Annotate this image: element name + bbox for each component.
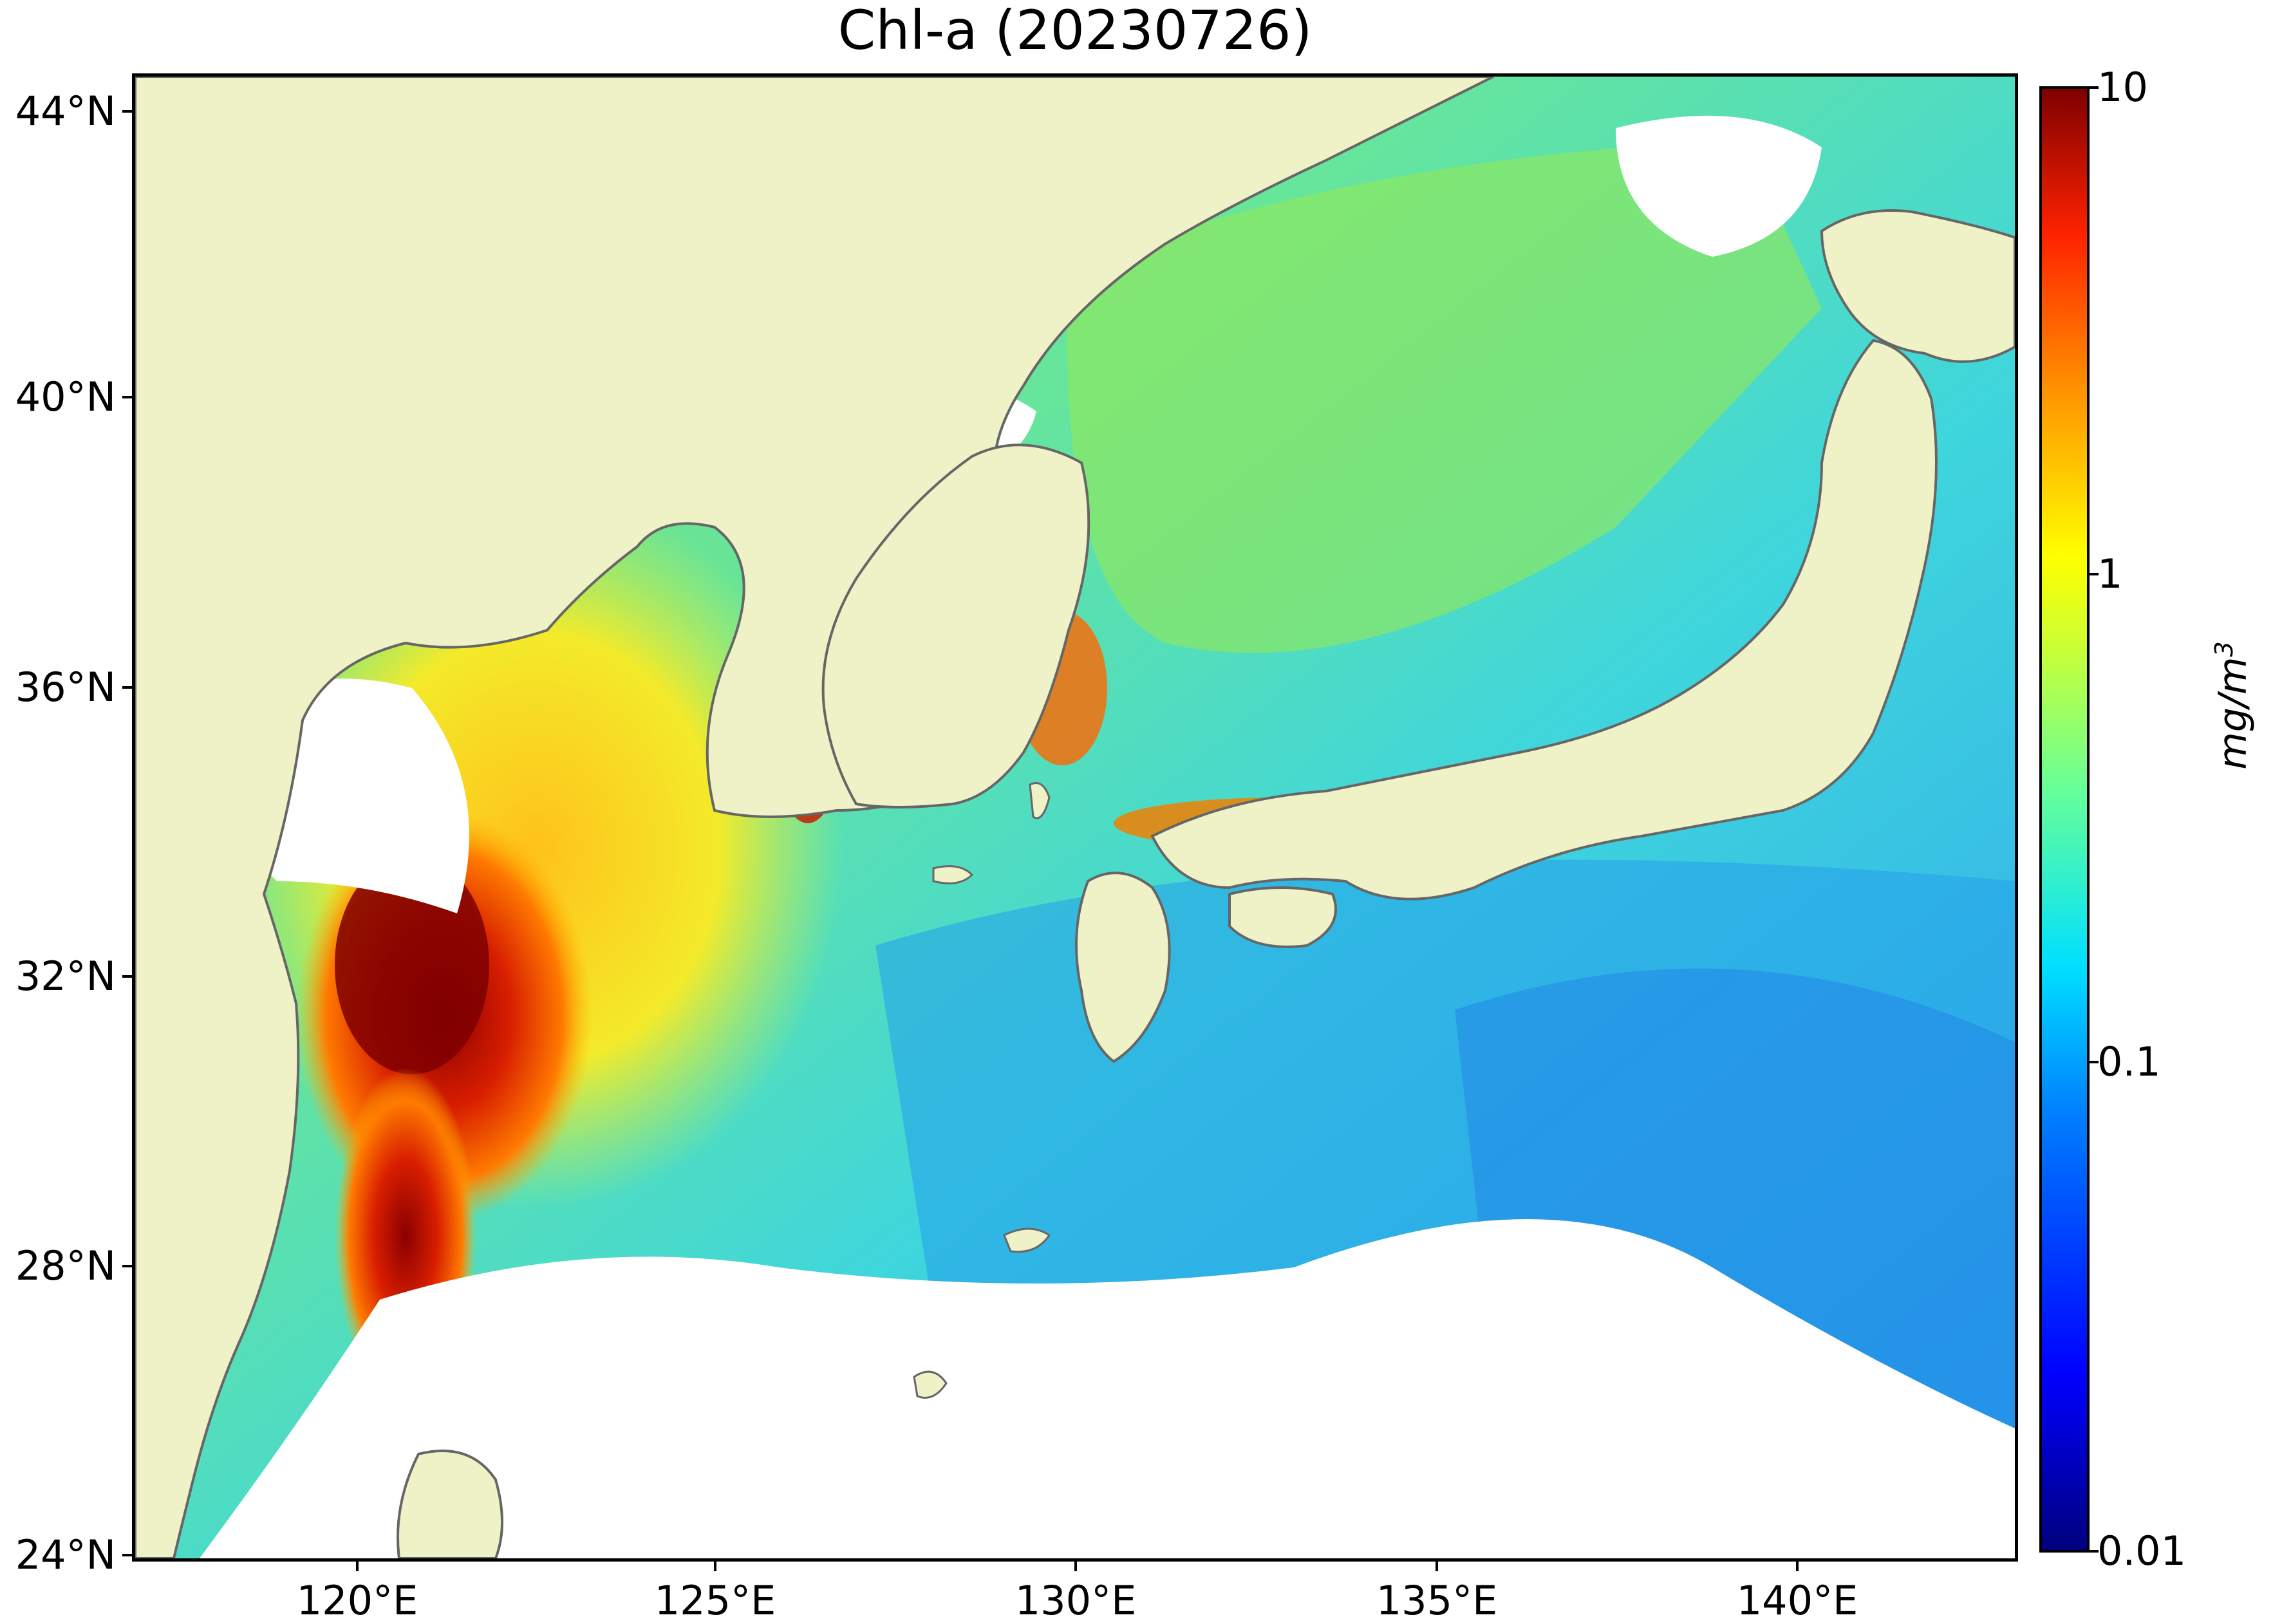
- colorbar-unit-label: mg/m3: [2202, 622, 2256, 789]
- colorbar: [2039, 86, 2090, 1553]
- land-shikoku: [1228, 886, 1337, 948]
- land-honshu: [1150, 339, 1938, 901]
- colorbar-label-0.01: 0.01: [2097, 1527, 2187, 1574]
- land-amami: [1003, 1227, 1051, 1253]
- lat-label-36: 36°N: [15, 664, 116, 711]
- lat-tick-24: [122, 1554, 132, 1556]
- cbar-tick-0.1: [2090, 1061, 2099, 1063]
- lon-tick-125: [714, 1562, 716, 1571]
- lon-label-125: 125°E: [654, 1577, 776, 1624]
- land-kyushu: [1075, 872, 1171, 1063]
- unit-exponent: 3: [2210, 641, 2238, 657]
- land-mainland-asia: [135, 77, 1494, 1558]
- map-title: Chl-a (20230726): [837, 0, 1313, 62]
- lon-label-130: 130°E: [1015, 1577, 1137, 1624]
- land-taiwan: [397, 1450, 503, 1558]
- lat-tick-44: [122, 110, 132, 113]
- lon-tick-140: [1796, 1562, 1799, 1571]
- colorbar-label-1: 1: [2097, 550, 2123, 597]
- lat-tick-40: [122, 396, 132, 398]
- colorbar-label-0.1: 0.1: [2097, 1038, 2161, 1085]
- land-hokkaido: [1820, 209, 2015, 363]
- chlorophyll-map: [132, 73, 2018, 1562]
- lat-label-40: 40°N: [15, 373, 116, 420]
- unit-base: mg/m: [2211, 657, 2256, 770]
- lon-label-140: 140°E: [1736, 1577, 1858, 1624]
- cloud-south: [200, 1219, 2015, 1558]
- lon-tick-120: [356, 1562, 359, 1571]
- cbar-tick-10: [2090, 86, 2099, 89]
- lat-label-24: 24°N: [15, 1531, 116, 1578]
- land-tsushima: [1029, 782, 1051, 819]
- lat-label-44: 44°N: [15, 88, 116, 135]
- land-okinawa: [913, 1370, 948, 1399]
- lat-tick-36: [122, 686, 132, 689]
- sea-of-japan-field: [1067, 141, 1822, 653]
- colorbar-label-10: 10: [2097, 64, 2148, 111]
- lat-label-28: 28°N: [15, 1242, 116, 1289]
- lat-label-32: 32°N: [15, 953, 116, 1000]
- lon-tick-135: [1436, 1562, 1438, 1571]
- map-canvas: [135, 77, 2015, 1558]
- cbar-tick-1: [2090, 573, 2099, 575]
- lon-tick-130: [1074, 1562, 1077, 1571]
- cloud-north: [1616, 115, 1822, 257]
- cbar-tick-0.01: [2090, 1550, 2099, 1553]
- land-korea: [821, 443, 1090, 808]
- lat-tick-28: [122, 1265, 132, 1267]
- land-jeju: [932, 865, 974, 884]
- lon-label-135: 135°E: [1376, 1577, 1498, 1624]
- lon-label-120: 120°E: [296, 1577, 418, 1624]
- lat-tick-32: [122, 975, 132, 978]
